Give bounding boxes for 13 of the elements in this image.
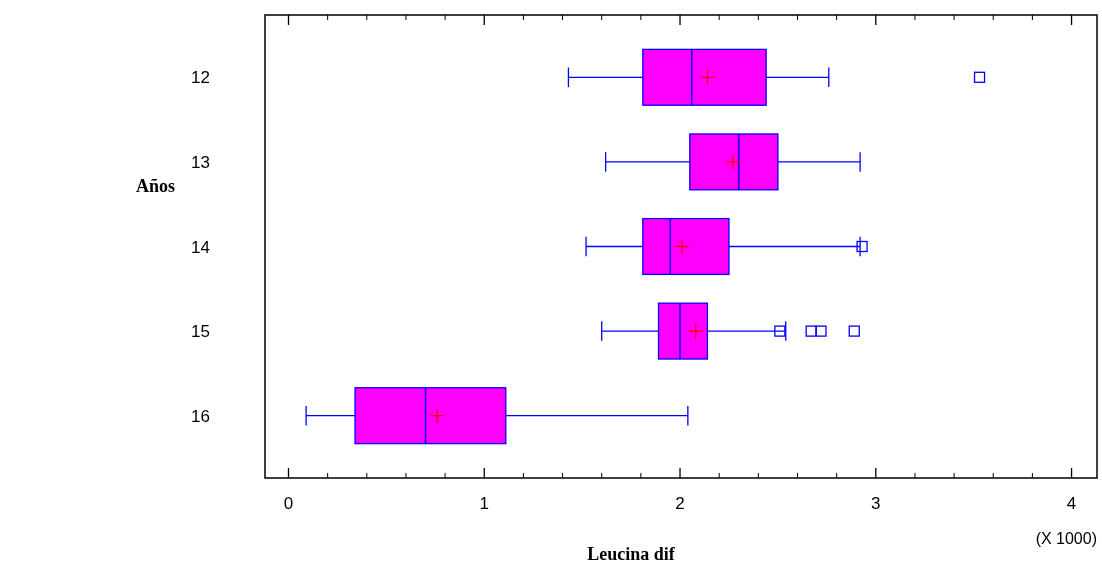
y-tick-label: 12 xyxy=(191,68,210,88)
x-tick-label: 2 xyxy=(675,494,685,513)
y-tick-label: 14 xyxy=(191,237,210,257)
x-tick-label: 4 xyxy=(1066,494,1077,513)
y-tick-label: 13 xyxy=(191,152,210,172)
y-tick-label: 15 xyxy=(191,322,210,342)
x-tick-label: 0 xyxy=(283,494,294,513)
x-axis-title: Leucina dif xyxy=(587,544,676,564)
x-tick-label: 3 xyxy=(871,494,881,513)
y-axis-title: Años xyxy=(135,176,175,196)
y-tick-label: 16 xyxy=(191,406,210,426)
text: (X 1000) xyxy=(1035,530,1097,547)
x-tick-label: 1 xyxy=(479,494,489,513)
